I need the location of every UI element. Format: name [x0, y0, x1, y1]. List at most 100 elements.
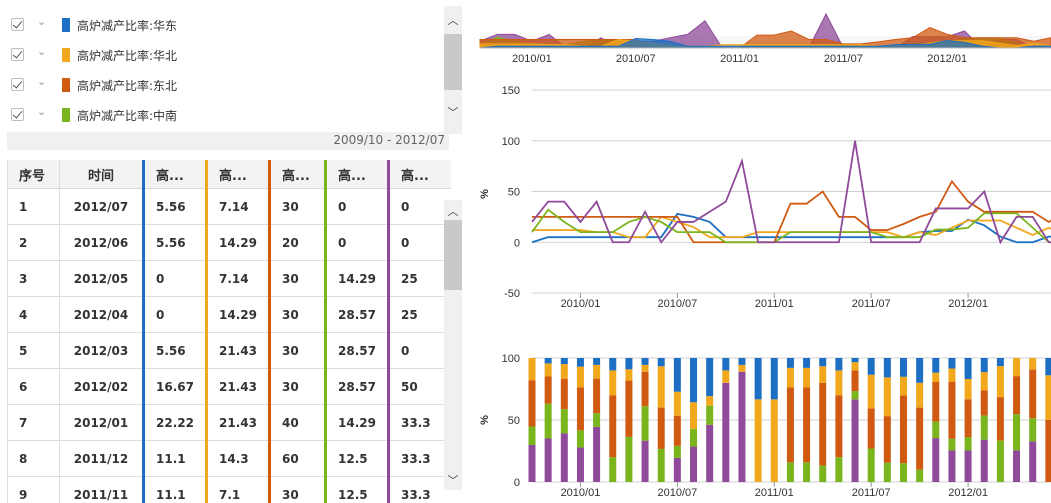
legend-checkbox[interactable]: [11, 48, 24, 61]
bar-segment[interactable]: [609, 457, 617, 482]
bar-segment[interactable]: [576, 430, 584, 448]
bar-segment[interactable]: [657, 448, 665, 482]
bar-segment[interactable]: [625, 358, 633, 370]
table-scrollbar-thumb[interactable]: [444, 220, 462, 290]
table-row[interactable]: 3 2012/05 0 7.14 30 14.29 25: [7, 260, 451, 297]
bar-segment[interactable]: [819, 465, 827, 482]
bar-segment[interactable]: [1013, 414, 1021, 451]
expand-chevron-icon[interactable]: ⌄: [37, 75, 47, 88]
bar-segment[interactable]: [593, 364, 601, 379]
bar-segment[interactable]: [1029, 441, 1037, 482]
table-row[interactable]: 2 2012/06 5.56 14.29 20 0 0: [7, 224, 451, 261]
bar-segment[interactable]: [867, 374, 875, 409]
bar-segment[interactable]: [593, 426, 601, 482]
bar-segment[interactable]: [883, 462, 891, 482]
bar-segment[interactable]: [544, 438, 552, 482]
bar-segment[interactable]: [851, 391, 859, 400]
bar-segment[interactable]: [560, 433, 568, 482]
table-row[interactable]: 4 2012/04 0 14.29 30 28.57 25: [7, 296, 451, 333]
bar-segment[interactable]: [964, 378, 972, 400]
bar-segment[interactable]: [916, 469, 924, 482]
bar-segment[interactable]: [625, 436, 633, 482]
bar-segment[interactable]: [932, 438, 940, 482]
legend-scrollbar-thumb[interactable]: [444, 34, 462, 90]
bar-segment[interactable]: [576, 366, 584, 388]
bar-segment[interactable]: [948, 358, 956, 369]
bar-segment[interactable]: [786, 387, 794, 463]
bar-segment[interactable]: [932, 421, 940, 439]
legend-item[interactable]: ⌄ 高炉减产比率:中南: [0, 100, 445, 130]
bar-segment[interactable]: [803, 387, 811, 463]
bar-segment[interactable]: [883, 358, 891, 378]
bar-segment[interactable]: [560, 358, 568, 365]
bar-segment[interactable]: [544, 363, 552, 377]
bar-segment[interactable]: [932, 358, 940, 373]
bar-segment[interactable]: [980, 390, 988, 416]
scroll-up-icon[interactable]: ︿: [447, 14, 459, 27]
bar-segment[interactable]: [916, 382, 924, 408]
expand-chevron-icon[interactable]: ⌄: [37, 105, 47, 118]
bar-segment[interactable]: [528, 380, 536, 427]
overview-mini-chart[interactable]: 2010/01 2010/07 2011/01 2011/07 2012/01: [470, 0, 1051, 70]
bar-segment[interactable]: [690, 358, 698, 403]
bar-segment[interactable]: [770, 399, 778, 482]
bar-segment[interactable]: [560, 409, 568, 434]
bar-segment[interactable]: [996, 366, 1004, 398]
column-header[interactable]: 时间: [59, 160, 144, 189]
bar-segment[interactable]: [980, 358, 988, 373]
bar-segment[interactable]: [770, 358, 778, 400]
bar-segment[interactable]: [593, 378, 601, 414]
bar-segment[interactable]: [528, 426, 536, 445]
table-row[interactable]: 5 2012/03 5.56 21.43 30 28.57 0: [7, 332, 451, 369]
table-row[interactable]: 7 2012/01 22.22 21.43 40 14.29 33.3: [7, 404, 451, 441]
bar-segment[interactable]: [641, 364, 649, 372]
bar-segment[interactable]: [673, 415, 681, 446]
table-row[interactable]: 1 2012/07 5.56 7.14 30 0 0: [7, 188, 451, 225]
bar-segment[interactable]: [673, 391, 681, 416]
legend-item[interactable]: ⌄ 高炉减产比率:华东: [0, 10, 445, 40]
bar-segment[interactable]: [899, 395, 907, 464]
bar-segment[interactable]: [528, 358, 536, 381]
column-header[interactable]: 高...: [268, 160, 326, 189]
bar-segment[interactable]: [964, 450, 972, 482]
bar-segment[interactable]: [835, 370, 843, 396]
bar-segment[interactable]: [1029, 418, 1037, 442]
series-line-4[interactable]: [531, 140, 1051, 245]
legend-item[interactable]: ⌄ 高炉减产比率:东北: [0, 70, 445, 100]
bar-segment[interactable]: [1045, 375, 1051, 420]
bar-segment[interactable]: [576, 387, 584, 431]
bar-segment[interactable]: [1045, 358, 1051, 376]
bar-segment[interactable]: [657, 366, 665, 408]
bar-segment[interactable]: [851, 370, 859, 392]
bar-segment[interactable]: [722, 382, 730, 482]
bar-segment[interactable]: [673, 445, 681, 458]
bar-segment[interactable]: [754, 358, 762, 400]
bar-segment[interactable]: [641, 406, 649, 441]
bar-segment[interactable]: [706, 424, 714, 482]
bar-segment[interactable]: [819, 358, 827, 367]
bar-segment[interactable]: [722, 370, 730, 383]
bar-segment[interactable]: [560, 364, 568, 379]
bar-segment[interactable]: [996, 397, 1004, 441]
bar-segment[interactable]: [1029, 358, 1037, 370]
series-line-3[interactable]: [531, 208, 1051, 244]
bar-segment[interactable]: [803, 358, 811, 368]
bar-segment[interactable]: [609, 358, 617, 371]
bar-segment[interactable]: [932, 372, 940, 383]
bar-segment[interactable]: [899, 463, 907, 482]
legend-checkbox[interactable]: [11, 78, 24, 91]
bar-segment[interactable]: [835, 457, 843, 482]
table-row[interactable]: 9 2011/11 11.1 7.1 30 12.5 33.3: [7, 476, 451, 503]
bar-segment[interactable]: [786, 367, 794, 388]
bar-segment[interactable]: [738, 358, 746, 365]
table-scroll-up-icon[interactable]: ︿: [447, 205, 459, 218]
bar-segment[interactable]: [996, 440, 1004, 482]
bar-segment[interactable]: [593, 358, 601, 365]
bar-segment[interactable]: [593, 413, 601, 427]
bar-segment[interactable]: [576, 358, 584, 367]
bar-segment[interactable]: [851, 362, 859, 371]
bar-segment[interactable]: [641, 371, 649, 407]
bar-segment[interactable]: [706, 396, 714, 406]
bar-segment[interactable]: [609, 370, 617, 396]
bar-segment[interactable]: [867, 358, 875, 375]
